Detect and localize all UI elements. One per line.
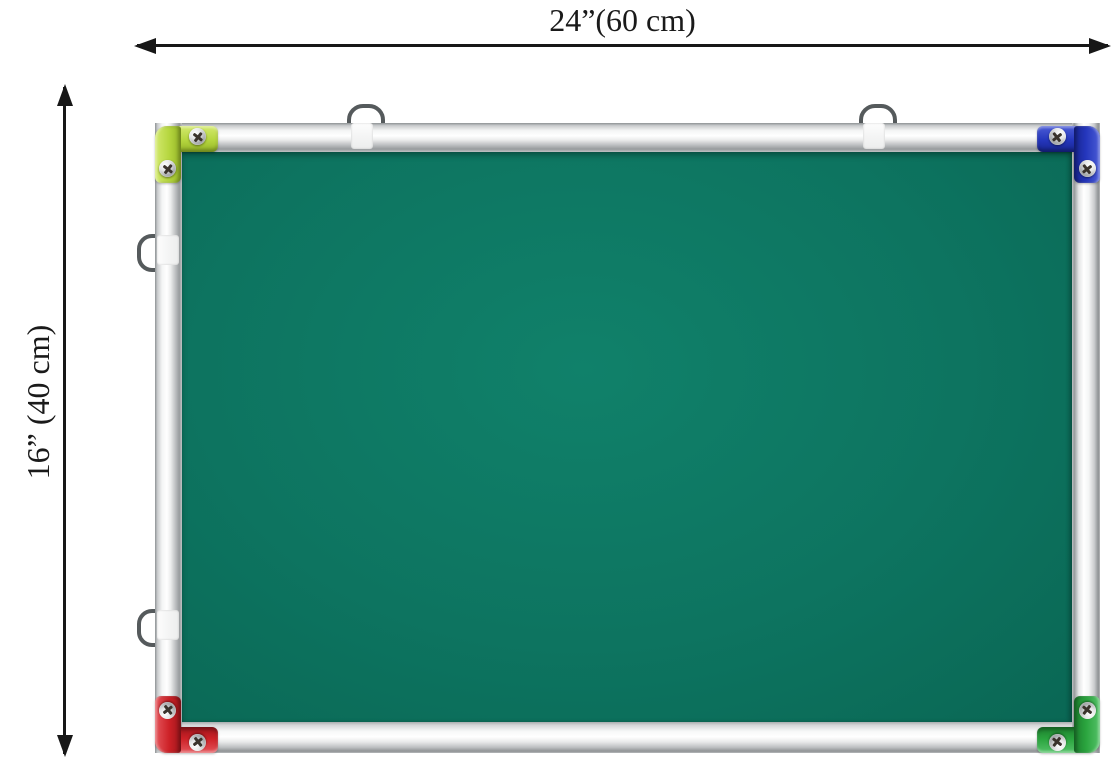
hook-tab xyxy=(351,123,373,149)
side-hanging-hook xyxy=(137,234,181,272)
width-dimension-label: 24”(60 cm) xyxy=(549,2,696,38)
arrowhead-right-icon xyxy=(1089,37,1111,54)
screw-icon xyxy=(189,128,206,145)
corner-cap-bottom-left xyxy=(155,696,218,753)
corner-cap-bottom-right xyxy=(1037,696,1100,753)
frame-bottom xyxy=(155,722,1100,753)
height-dimension-label: 16” (40 cm) xyxy=(20,324,56,480)
width-dimension-arrow xyxy=(134,37,1111,54)
corner-cap-body xyxy=(155,696,218,753)
hook-tab xyxy=(863,123,885,149)
screw-icon xyxy=(1049,734,1066,751)
screw-icon xyxy=(189,734,206,751)
frame-top xyxy=(155,123,1100,152)
hook-tab xyxy=(157,235,179,265)
arrowhead-down-icon xyxy=(56,735,73,757)
screw-icon xyxy=(159,160,176,177)
greenboard xyxy=(137,104,1100,753)
corner-cap-top-left xyxy=(155,126,218,183)
corner-cap-body xyxy=(1037,126,1100,183)
arrowhead-up-icon xyxy=(56,84,73,106)
hook-tab xyxy=(157,610,179,640)
corner-cap-body xyxy=(155,126,218,183)
arrowhead-left-icon xyxy=(134,37,156,54)
screw-icon xyxy=(1079,160,1096,177)
height-dimension-arrow xyxy=(56,84,73,757)
frame-left xyxy=(155,123,182,753)
side-hanging-hook xyxy=(137,609,181,647)
screw-icon xyxy=(1079,702,1096,719)
frame-right xyxy=(1072,123,1100,753)
board-surface xyxy=(182,152,1072,722)
corner-cap-body xyxy=(1037,696,1100,753)
corner-cap-top-right xyxy=(1037,126,1100,183)
screw-icon xyxy=(159,702,176,719)
screw-icon xyxy=(1049,128,1066,145)
